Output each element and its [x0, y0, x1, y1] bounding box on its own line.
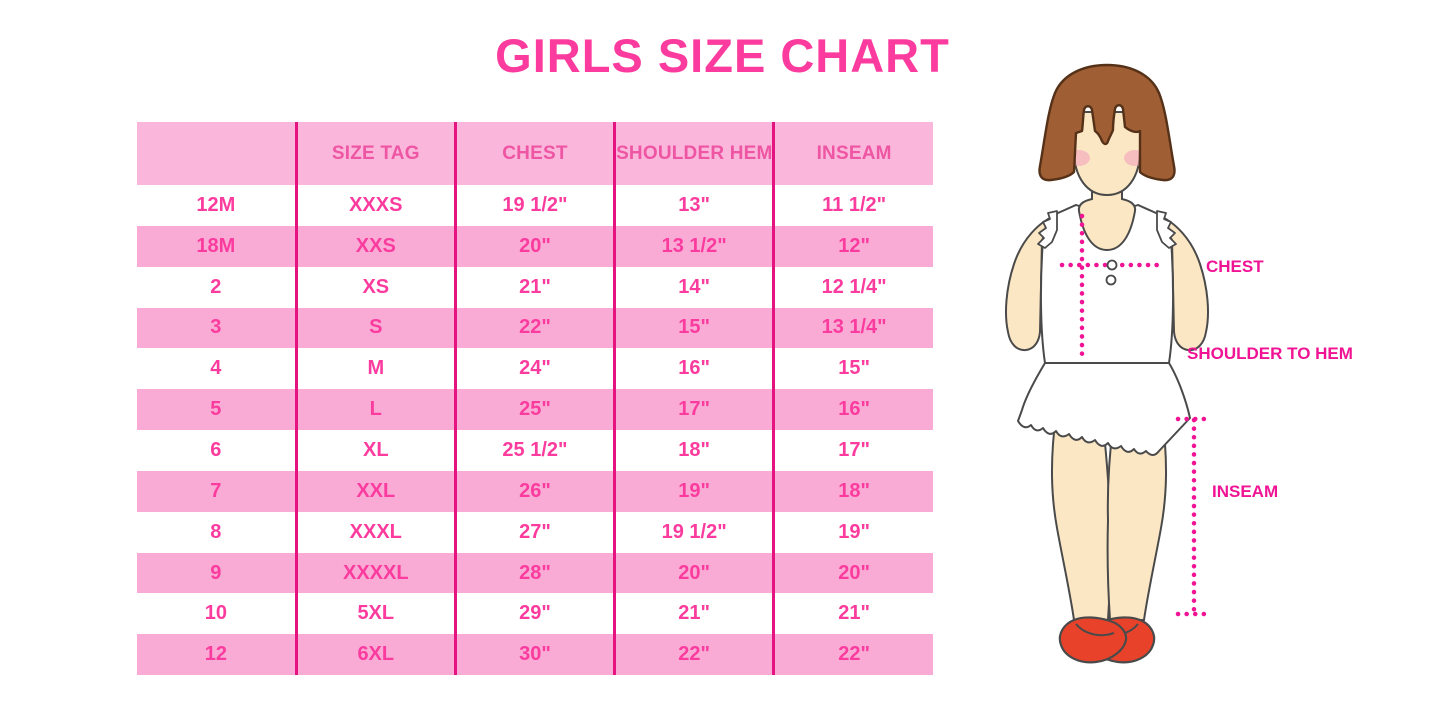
header-cell-size-tag: SIZE TAG	[294, 122, 456, 185]
cell-age-size: 7	[210, 479, 222, 502]
cell-chest: 27"	[453, 511, 615, 553]
cell-size-tag: XXS	[294, 225, 456, 267]
right-shoulder-ruffle	[1156, 210, 1177, 249]
cell-chest: 20"	[453, 225, 615, 267]
cell-shoulder-hem: 13 1/2"	[613, 225, 774, 267]
table-row: 18M XXS 20" 13 1/2" 12"	[137, 225, 933, 267]
cell-inseam: 13 1/4"	[772, 307, 933, 349]
cell-size-tag: XXL	[294, 470, 456, 512]
cell-inseam: 12"	[772, 225, 933, 267]
left-shoe-strap	[1075, 623, 1115, 637]
inseam-label: INSEAM	[1212, 482, 1278, 501]
cell-inseam: 18"	[772, 470, 933, 512]
cell-age-size: 9	[210, 561, 222, 584]
header-cell-inseam: INSEAM	[772, 122, 933, 185]
table-row: 9 XXXXL 28" 20" 20"	[137, 552, 933, 594]
cell-age-size: 6	[210, 438, 222, 461]
bottom-button	[1105, 274, 1117, 286]
left-shoe	[1058, 616, 1128, 664]
cell-chest: 28"	[453, 552, 615, 594]
cell-size-tag: S	[294, 307, 456, 349]
header-cell-chest: CHEST	[453, 122, 615, 185]
skirt	[1017, 362, 1191, 456]
shoulder-to-hem-label: SHOULDER TO HEM	[1187, 344, 1353, 363]
cell-chest: 25"	[453, 389, 615, 431]
cell-size-tag: M	[294, 348, 456, 390]
girl-measurement-illustration: CHEST SHOULDER TO HEM INSEAM	[985, 55, 1445, 705]
table-row: 10 5XL 29" 21" 21"	[137, 593, 933, 635]
table-header: SIZE TAG CHEST SHOULDER HEM INSEAM	[137, 122, 933, 185]
chest-label: CHEST	[1206, 257, 1264, 276]
cell-chest: 22"	[453, 307, 615, 349]
cell-shoulder-hem: 14"	[613, 266, 774, 308]
table-row: 3 S 22" 15" 13 1/4"	[137, 307, 933, 349]
cell-shoulder-hem: 19 1/2"	[613, 511, 774, 553]
cell-age-size: 8	[210, 520, 222, 543]
cell-inseam: 17"	[772, 430, 933, 471]
cell-size-tag: L	[294, 389, 456, 431]
cell-shoulder-hem: 18"	[613, 430, 774, 471]
cell-age-size: 4	[210, 357, 222, 380]
cell-inseam: 16"	[772, 389, 933, 431]
table-row: 6 XL 25 1/2" 18" 17"	[137, 430, 933, 471]
right-arm	[1153, 211, 1209, 352]
table-body: 12M XXXS 19 1/2" 13" 11 1/2" 18M XXS 20"…	[137, 185, 933, 676]
cell-size-tag: XS	[294, 266, 456, 308]
table-row: 12 6XL 30" 22" 22"	[137, 634, 933, 676]
cell-inseam: 12 1/4"	[772, 266, 933, 308]
cell-size-tag: 5XL	[294, 593, 456, 635]
cell-age-size: 18M	[196, 234, 236, 257]
girl-figure-svg: CHEST SHOULDER TO HEM INSEAM	[1005, 63, 1353, 664]
cell-size-tag: XXXL	[294, 511, 456, 553]
cell-size-tag: 6XL	[294, 634, 456, 676]
cell-age-size: 2	[210, 275, 222, 298]
cell-age-size: 3	[210, 316, 222, 339]
cell-inseam: 20"	[772, 552, 933, 594]
table-row: 7 XXL 26" 19" 18"	[137, 470, 933, 512]
cell-size-tag: XXXS	[294, 185, 456, 226]
table-row: 2 XS 21" 14" 12 1/4"	[137, 266, 933, 308]
cell-age-size: 12	[204, 643, 227, 666]
cell-age-size: 12M	[196, 193, 236, 216]
table-row: 8 XXXL 27" 19 1/2" 19"	[137, 511, 933, 553]
top-button	[1106, 259, 1118, 271]
cell-chest: 25 1/2"	[453, 430, 615, 471]
cell-shoulder-hem: 21"	[613, 593, 774, 635]
table-row: 12M XXXS 19 1/2" 13" 11 1/2"	[137, 185, 933, 226]
left-arm	[1005, 211, 1061, 352]
cell-shoulder-hem: 19"	[613, 470, 774, 512]
cell-chest: 26"	[453, 470, 615, 512]
cell-chest: 24"	[453, 348, 615, 390]
page-title: GIRLS SIZE CHART	[495, 29, 950, 82]
cell-age-size: 5	[210, 398, 222, 421]
header-cell-blank	[137, 122, 296, 185]
cell-inseam: 11 1/2"	[772, 185, 933, 226]
cell-size-tag: XL	[294, 430, 456, 471]
cell-inseam: 15"	[772, 348, 933, 390]
cell-age-size: 10	[204, 602, 227, 625]
cell-shoulder-hem: 16"	[613, 348, 774, 390]
table-row: 4 M 24" 16" 15"	[137, 348, 933, 390]
cell-shoulder-hem: 22"	[613, 634, 774, 676]
table-row: 5 L 25" 17" 16"	[137, 389, 933, 431]
cell-inseam: 21"	[772, 593, 933, 635]
table-header-row: SIZE TAG CHEST SHOULDER HEM INSEAM	[137, 122, 933, 185]
cell-size-tag: XXXXL	[294, 552, 456, 594]
cell-shoulder-hem: 20"	[613, 552, 774, 594]
hair	[1038, 63, 1176, 182]
cell-chest: 19 1/2"	[453, 185, 615, 226]
cell-shoulder-hem: 13"	[613, 185, 774, 226]
cell-chest: 29"	[453, 593, 615, 635]
cell-chest: 21"	[453, 266, 615, 308]
cell-shoulder-hem: 15"	[613, 307, 774, 349]
cell-inseam: 19"	[772, 511, 933, 553]
size-chart-table: SIZE TAG CHEST SHOULDER HEM INSEAM 12M X…	[137, 122, 933, 676]
header-cell-shoulder-hem: SHOULDER HEM	[613, 122, 774, 185]
left-shoulder-ruffle	[1037, 210, 1058, 249]
cell-inseam: 22"	[772, 634, 933, 676]
cell-chest: 30"	[453, 634, 615, 676]
cell-shoulder-hem: 17"	[613, 389, 774, 431]
